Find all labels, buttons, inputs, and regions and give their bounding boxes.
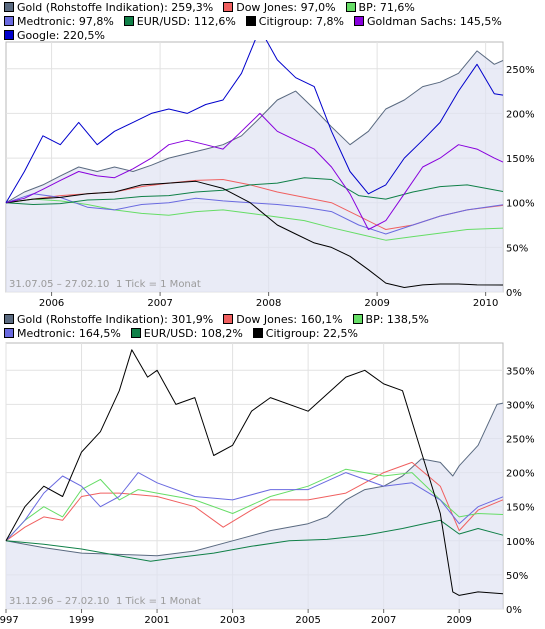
legend-item: BP: 71,6%: [345, 1, 415, 15]
legend-swatch: [4, 16, 14, 26]
y-tick-label: 0%: [506, 605, 522, 616]
legend-item: Gold (Rohstoffe Indikation): 259,3%: [4, 1, 213, 15]
series-line: [5, 461, 504, 542]
y-tick-label: 200%: [506, 469, 535, 480]
x-tick-label: 2008: [256, 298, 281, 309]
y-tick-label: 50%: [506, 243, 528, 254]
legend-label: Citigroup: 22,5%: [265, 327, 358, 340]
x-tick-label: 2010: [473, 298, 498, 309]
legend-item: EUR/USD: 108,2%: [130, 327, 243, 341]
y-tick-label: 100%: [506, 199, 535, 210]
legend-swatch: [4, 30, 14, 40]
series-line: [5, 519, 504, 562]
y-tick-label: 250%: [506, 65, 535, 76]
legend-item: Citigroup: 22,5%: [252, 327, 358, 341]
x-tick-label: 2005: [295, 615, 320, 626]
legend-label: Gold (Rohstoffe Indikation): 301,9%: [17, 313, 214, 326]
legend-swatch: [4, 2, 14, 12]
legend-swatch: [223, 2, 234, 12]
legend-swatch: [354, 16, 364, 26]
legend-label: Dow Jones: 160,1%: [236, 313, 343, 326]
legend-item: Gold (Rohstoffe Indikation): 301,9%: [4, 313, 213, 327]
x-tick-label: 2003: [220, 615, 245, 626]
legend-label: Citigroup: 7,8%: [258, 15, 344, 28]
legend-item: Dow Jones: 160,1%: [223, 313, 343, 327]
series-line: [5, 50, 504, 204]
x-tick-label: 2009: [446, 615, 471, 626]
legend-swatch: [223, 314, 234, 324]
series-line: [5, 40, 504, 203]
legend-item: Medtronic: 164,5%: [4, 327, 121, 341]
legend-label: Dow Jones: 97,0%: [236, 1, 336, 14]
legend-swatch: [245, 16, 256, 26]
series-line: [5, 349, 504, 596]
series-line: [5, 177, 504, 205]
legend-item: Goldman Sachs: 145,5%: [354, 15, 502, 29]
y-tick-label: 200%: [506, 109, 535, 120]
legend-label: Gold (Rohstoffe Indikation): 259,3%: [17, 1, 214, 14]
series-line: [5, 468, 504, 542]
legend-label: Medtronic: 97,8%: [17, 15, 114, 28]
legend-swatch: [130, 328, 141, 338]
series-line: [5, 180, 504, 288]
y-tick-label: 50%: [506, 571, 528, 582]
tick-interval-label: 1 Tick = 1 Monat: [116, 596, 201, 607]
legend-label: Medtronic: 164,5%: [17, 327, 121, 340]
x-tick-label: 1997: [0, 615, 19, 626]
legend-label: Google: 220,5%: [17, 29, 105, 42]
legend-label: BP: 71,6%: [358, 1, 415, 14]
legend-item: Google: 220,5%: [4, 29, 105, 43]
legend-swatch: [4, 328, 14, 338]
legend-label: EUR/USD: 108,2%: [143, 327, 243, 340]
legend-item: Citigroup: 7,8%: [245, 15, 344, 29]
legend-label: Goldman Sachs: 145,5%: [367, 15, 502, 28]
legend-label: EUR/USD: 112,6%: [136, 15, 236, 28]
chart1-plot: 0% 50% 100% 150% 200% 250% 2006 2007 2008 2009 201…: [5, 40, 535, 309]
legend-swatch: [123, 16, 134, 26]
date-range-label: 31.12.96 – 27.02.10: [9, 596, 109, 607]
series-line: [5, 402, 504, 557]
x-tick-label: 2001: [144, 615, 169, 626]
y-tick-label: 350%: [506, 366, 535, 377]
y-tick-label: 300%: [506, 400, 535, 411]
series-line: [5, 198, 504, 241]
x-tick-label: 2007: [147, 298, 172, 309]
y-tick-label: 0%: [506, 288, 522, 299]
legend-item: EUR/USD: 112,6%: [123, 15, 236, 29]
legend-item: Dow Jones: 97,0%: [223, 1, 336, 15]
y-tick-label: 150%: [506, 503, 535, 514]
chart2-legend: Gold (Rohstoffe Indikation): 301,9% Dow J…: [4, 313, 544, 341]
x-tick-label: 1999: [69, 615, 94, 626]
legend-label: BP: 138,5%: [365, 313, 429, 326]
y-tick-label: 150%: [506, 154, 535, 165]
legend-swatch: [352, 314, 363, 324]
legend-swatch: [345, 2, 356, 12]
date-range-label: 31.07.05 – 27.02.10: [9, 279, 109, 290]
chart1-legend: Gold (Rohstoffe Indikation): 259,3% Dow J…: [4, 1, 544, 43]
series-line: [5, 112, 504, 230]
legend-item: Medtronic: 97,8%: [4, 15, 114, 29]
legend-item: BP: 138,5%: [352, 313, 429, 327]
x-tick-label: 2009: [364, 298, 389, 309]
y-tick-label: 100%: [506, 537, 535, 548]
tick-interval-label: 1 Tick = 1 Monat: [116, 279, 201, 290]
x-tick-label: 2007: [371, 615, 396, 626]
legend-swatch: [4, 314, 14, 324]
x-tick-label: 2006: [39, 298, 64, 309]
chart2-plot: 0% 50% 100% 150% 200% 250% 300% 350% 1997 1999 200…: [0, 342, 535, 626]
y-tick-label: 250%: [506, 434, 535, 445]
legend-swatch: [252, 328, 263, 338]
